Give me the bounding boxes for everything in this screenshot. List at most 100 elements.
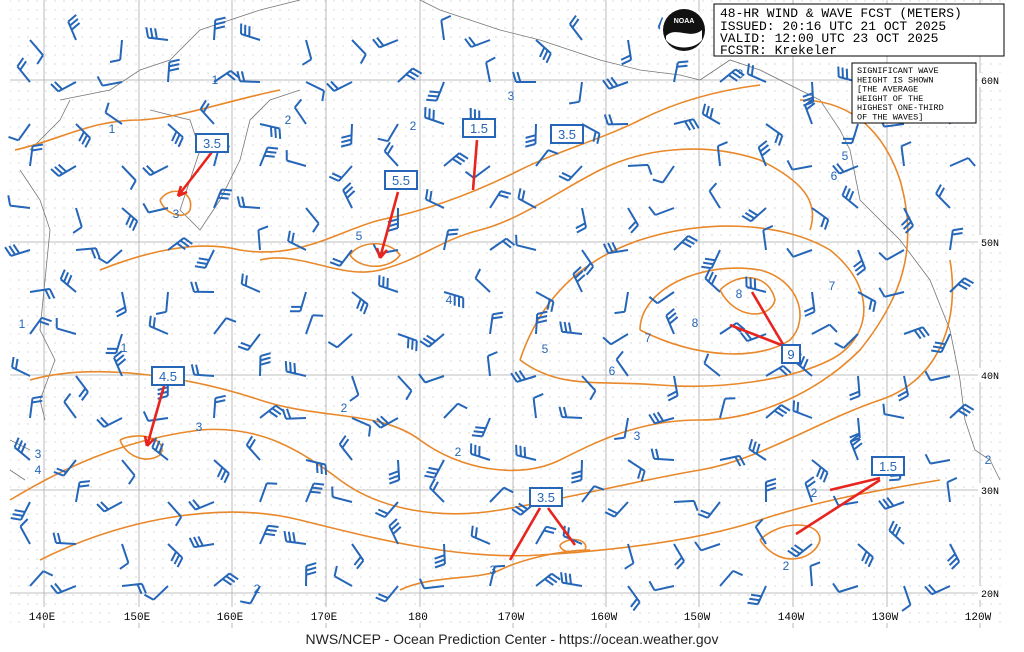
callout-box	[195, 133, 229, 153]
wind-barb	[190, 281, 215, 293]
wind-barb	[443, 152, 469, 167]
lon-label-bg	[677, 607, 717, 623]
lat-label: 60N	[981, 77, 999, 88]
wind-barb	[388, 459, 401, 485]
wind-barb	[188, 535, 215, 549]
wind-barb	[568, 81, 583, 105]
wind-barb	[652, 165, 675, 184]
wind-barb	[470, 443, 491, 461]
wind-barb	[704, 268, 721, 293]
wind-barb	[719, 569, 744, 587]
wind-barb	[571, 459, 583, 484]
wind-barb	[240, 273, 261, 293]
wind-barb	[804, 476, 816, 503]
contour-label: 8	[692, 316, 699, 330]
wind-barb	[604, 501, 629, 518]
lat-label-bg	[978, 483, 1002, 497]
wind-barb	[532, 392, 544, 419]
wind-barb	[429, 478, 445, 503]
wind-barb	[648, 580, 675, 592]
wind-barb	[535, 525, 557, 545]
contour-label: 5	[356, 229, 363, 243]
wind-barb	[257, 225, 269, 251]
wind-barb	[305, 81, 325, 102]
wind-barb	[719, 454, 746, 467]
note-line: OF THE WAVES]	[857, 113, 923, 123]
wind-barb	[29, 395, 43, 419]
header-frame	[713, 3, 1005, 57]
contour-label: 3	[634, 429, 641, 443]
wind-barb	[424, 459, 445, 479]
lat-label: 20N	[981, 590, 999, 601]
lon-label: 160E	[217, 612, 244, 624]
wind-barb	[648, 291, 675, 305]
contour-label: 3	[490, 563, 497, 577]
wind-barb	[305, 207, 320, 233]
wind-barb	[29, 39, 44, 65]
coastlines	[9, 0, 1001, 481]
wind-barb	[142, 410, 169, 422]
wind-barb	[287, 230, 307, 251]
contour-label: 1	[109, 122, 116, 136]
wind-barb	[888, 520, 905, 545]
wind-barb	[199, 99, 215, 125]
wind-barb	[667, 375, 679, 402]
wind-barb	[602, 76, 629, 90]
contour-label: 3	[508, 89, 515, 103]
wind-barb	[434, 543, 446, 569]
callout-label: 1.5	[879, 459, 897, 474]
wind-barb	[535, 310, 548, 335]
wind-barb	[121, 207, 139, 232]
wind-barb	[443, 402, 468, 419]
wind-barb	[349, 375, 360, 402]
lon-label-bg	[491, 607, 531, 623]
wind-barb	[59, 269, 77, 293]
wind-barb	[340, 123, 353, 148]
wind-barb	[673, 499, 699, 512]
lon-label: 140W	[778, 612, 805, 624]
wind-barb	[765, 364, 792, 377]
wind-barb	[167, 58, 180, 83]
wind-barb	[167, 123, 184, 148]
header-box: 48-HR WIND & WAVE FCST (METERS) ISSUED: …	[713, 3, 1005, 58]
noaa-logo: NOAA	[660, 6, 708, 54]
wind-barb	[259, 352, 271, 377]
wind-barb	[857, 543, 874, 568]
wind-barb	[878, 496, 905, 510]
wind-barb	[142, 202, 169, 214]
wind-barb	[602, 333, 629, 346]
wind-barb	[305, 314, 324, 335]
wind-barb	[762, 224, 774, 251]
callout-box	[462, 118, 496, 138]
wind-barb	[11, 356, 31, 377]
graticule: 140E 150E 160E 170E 180 170W 160W 150W 140W 130W 1…	[10, 0, 1002, 628]
wind-barb	[878, 249, 905, 261]
wind-barb	[213, 16, 226, 41]
wind-barb	[946, 543, 961, 570]
wind-barb	[849, 434, 863, 461]
wind-barb	[627, 585, 641, 612]
wind-barb	[558, 165, 583, 182]
wind-barb	[236, 70, 261, 83]
wind-barb	[512, 71, 536, 83]
wind-barb	[764, 477, 777, 503]
wind-barb	[213, 317, 237, 335]
wind-barb	[397, 333, 418, 352]
wind-barb	[167, 237, 193, 251]
wind-barb	[419, 333, 445, 348]
lat-label-bg	[978, 586, 1002, 600]
wind-barb	[485, 56, 496, 83]
wind-barb	[29, 143, 44, 167]
note-frame	[851, 62, 977, 124]
wind-barb	[857, 291, 877, 313]
contour-label: 3	[173, 207, 180, 221]
wind-barb	[464, 36, 491, 48]
wind-barb	[510, 370, 537, 383]
wind-barb	[329, 249, 353, 267]
wind-barb	[648, 206, 675, 216]
contour-label: 4	[446, 293, 453, 307]
wind-barb	[190, 364, 215, 377]
wind-barb	[673, 60, 689, 83]
wind-barb	[109, 39, 123, 63]
